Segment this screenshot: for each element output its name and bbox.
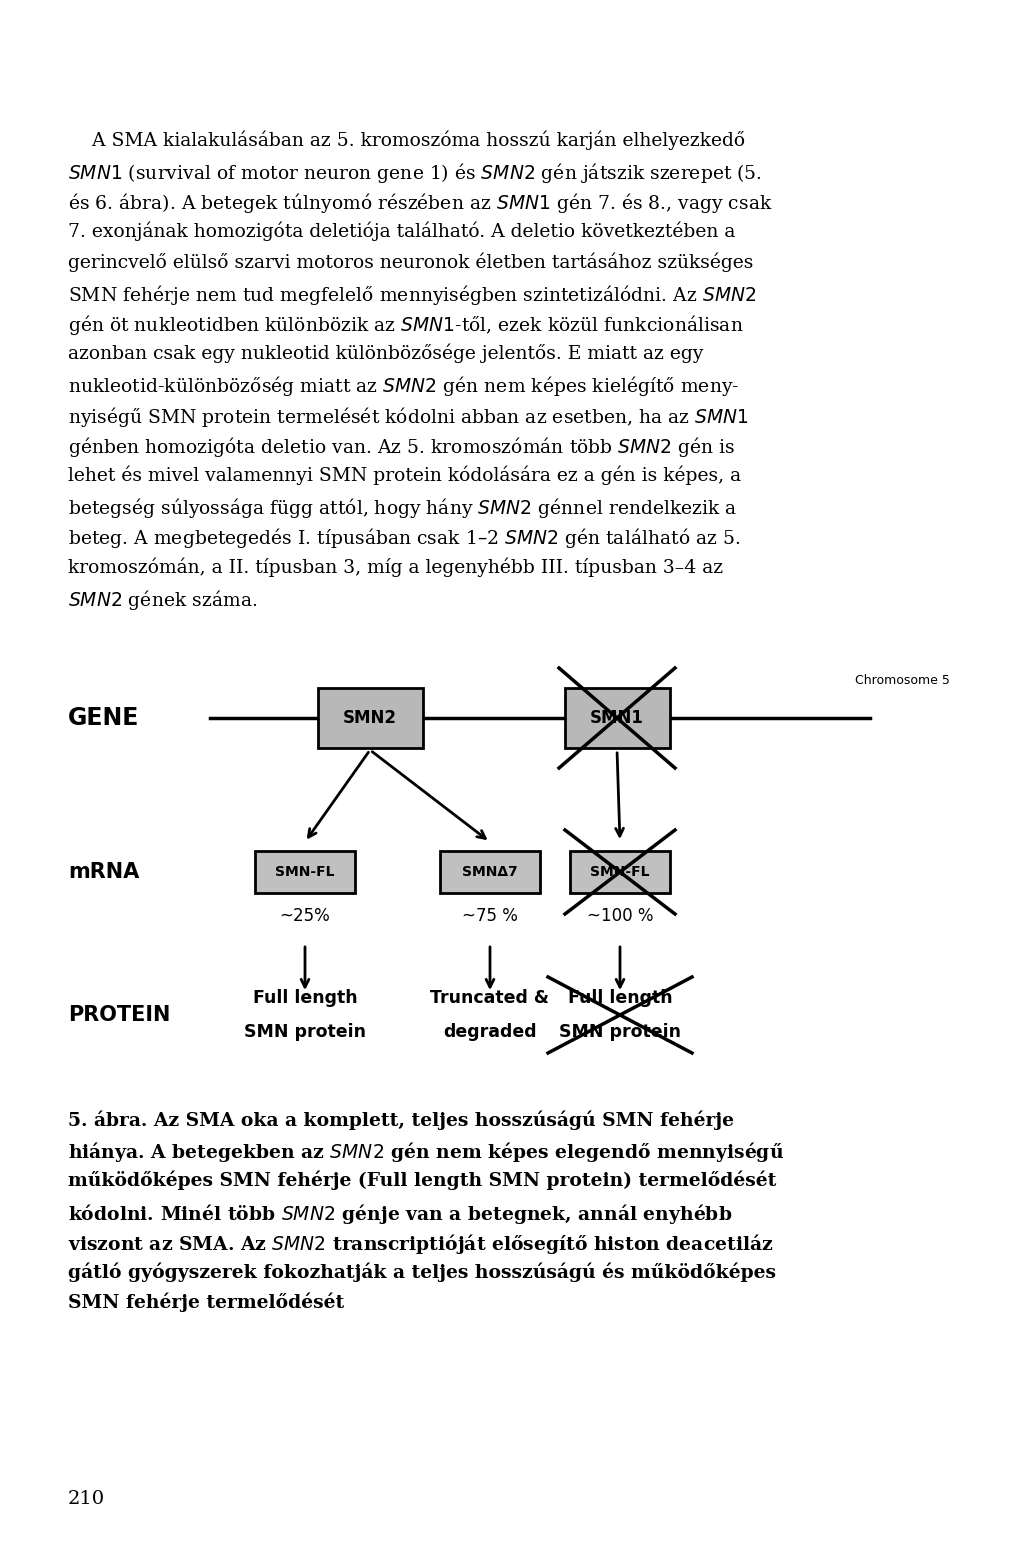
Text: Full length: Full length <box>253 990 357 1007</box>
Text: 5. ábra. Az SMA oka a komplett, teljes hosszúságú SMN fehérje: 5. ábra. Az SMA oka a komplett, teljes h… <box>68 1110 734 1130</box>
Text: gén öt nukleotidben különbözik az $\mathit{SMN1}$-től, ezek közül funkcionálisan: gén öt nukleotidben különbözik az $\math… <box>68 314 743 337</box>
Text: SMNΔ7: SMNΔ7 <box>462 865 518 879</box>
Text: GENE: GENE <box>68 706 139 731</box>
FancyBboxPatch shape <box>564 688 670 748</box>
Text: SMN protein: SMN protein <box>559 1022 681 1041</box>
FancyBboxPatch shape <box>440 851 540 893</box>
Text: SMN fehérje nem tud megfelelő mennyiségben szintetizálódni. Az $\mathit{SMN2}$: SMN fehérje nem tud megfelelő mennyiségb… <box>68 283 756 306</box>
Text: mRNA: mRNA <box>68 862 139 882</box>
Text: SMN protein: SMN protein <box>244 1022 366 1041</box>
Text: SMN-FL: SMN-FL <box>275 865 335 879</box>
Text: ~75 %: ~75 % <box>462 907 518 926</box>
Text: Chromosome 5: Chromosome 5 <box>855 673 950 687</box>
Text: kódolni. Minél több $\mathit{SMN2}$ génje van a betegnek, annál enyhébb: kódolni. Minél több $\mathit{SMN2}$ génj… <box>68 1202 732 1225</box>
Text: SMN2: SMN2 <box>343 709 397 727</box>
Text: SMN1: SMN1 <box>590 709 644 727</box>
Text: lehet és mivel valamennyi SMN protein kódolására ez a gén is képes, a: lehet és mivel valamennyi SMN protein kó… <box>68 465 741 485</box>
Text: génben homozigóta deletio van. Az 5. kromoszómán több $\mathit{SMN2}$ gén is: génben homozigóta deletio van. Az 5. kro… <box>68 436 735 459</box>
Text: PROTEIN: PROTEIN <box>68 1005 170 1026</box>
Text: SMN fehérje termelődését: SMN fehérje termelődését <box>68 1293 344 1313</box>
Text: $\mathit{SMN2}$ gének száma.: $\mathit{SMN2}$ gének száma. <box>68 587 257 612</box>
Text: A SMA kialakulásában az 5. kromoszóma hosszú karján elhelyezkedő: A SMA kialakulásában az 5. kromoszóma ho… <box>68 130 745 150</box>
Text: nukleotid-különbözőség miatt az $\mathit{SMN2}$ gén nem képes kielégítő meny-: nukleotid-különbözőség miatt az $\mathit… <box>68 375 739 398</box>
FancyBboxPatch shape <box>255 851 355 893</box>
Text: Truncated &: Truncated & <box>430 990 550 1007</box>
Text: betegség súlyossága függ attól, hogy hány $\mathit{SMN2}$ génnel rendelkezik a: betegség súlyossága függ attól, hogy hán… <box>68 496 737 520</box>
Text: 210: 210 <box>68 1491 105 1508</box>
Text: gátló gyógyszerek fokozhatják a teljes hosszúságú és működőképes: gátló gyógyszerek fokozhatják a teljes h… <box>68 1263 776 1282</box>
Text: nyiségű SMN protein termelését kódolni abban az esetben, ha az $\mathit{SMN1}$: nyiségű SMN protein termelését kódolni a… <box>68 404 749 429</box>
FancyBboxPatch shape <box>570 851 670 893</box>
Text: hiánya. A betegekben az $\mathit{SMN2}$ gén nem képes elegendő mennyiségű: hiánya. A betegekben az $\mathit{SMN2}$ … <box>68 1141 784 1165</box>
Text: ~25%: ~25% <box>280 907 331 926</box>
Text: SMN-FL: SMN-FL <box>590 865 650 879</box>
Text: degraded: degraded <box>443 1022 537 1041</box>
Text: 7. exonjának homozigóta deletiója található. A deletio következtében a: 7. exonjának homozigóta deletiója találh… <box>68 222 735 240</box>
Text: viszont az SMA. Az $\mathit{SMN2}$ transcriptióját elősegítő histon deacetiláz: viszont az SMA. Az $\mathit{SMN2}$ trans… <box>68 1232 773 1257</box>
Text: azonban csak egy nukleotid különbözősége jelentős. E miatt az egy: azonban csak egy nukleotid különbözősége… <box>68 343 703 364</box>
Text: működőképes SMN fehérje (Full length SMN protein) termelődését: működőképes SMN fehérje (Full length SMN… <box>68 1171 776 1191</box>
Text: gerincvelő elülső szarvi motoros neuronok életben tartásához szükséges: gerincvelő elülső szarvi motoros neurono… <box>68 251 754 272</box>
Text: és 6. ábra). A betegek túlnyomó részében az $\mathit{SMN1}$ gén 7. és 8., vagy c: és 6. ábra). A betegek túlnyomó részében… <box>68 190 773 215</box>
FancyBboxPatch shape <box>317 688 423 748</box>
Text: ~100 %: ~100 % <box>587 907 653 926</box>
Text: kromoszómán, a II. típusban 3, míg a legenyhébb III. típusban 3–4 az: kromoszómán, a II. típusban 3, míg a leg… <box>68 557 723 576</box>
Text: beteg. A megbetegedés I. típusában csak 1–2 $\mathit{SMN2}$ gén található az 5.: beteg. A megbetegedés I. típusában csak … <box>68 526 740 551</box>
Text: $\mathit{SMN1}$ (survival of motor neuron gene 1) és $\mathit{SMN2}$ gén játszik: $\mathit{SMN1}$ (survival of motor neuro… <box>68 161 762 184</box>
Text: Full length: Full length <box>567 990 673 1007</box>
